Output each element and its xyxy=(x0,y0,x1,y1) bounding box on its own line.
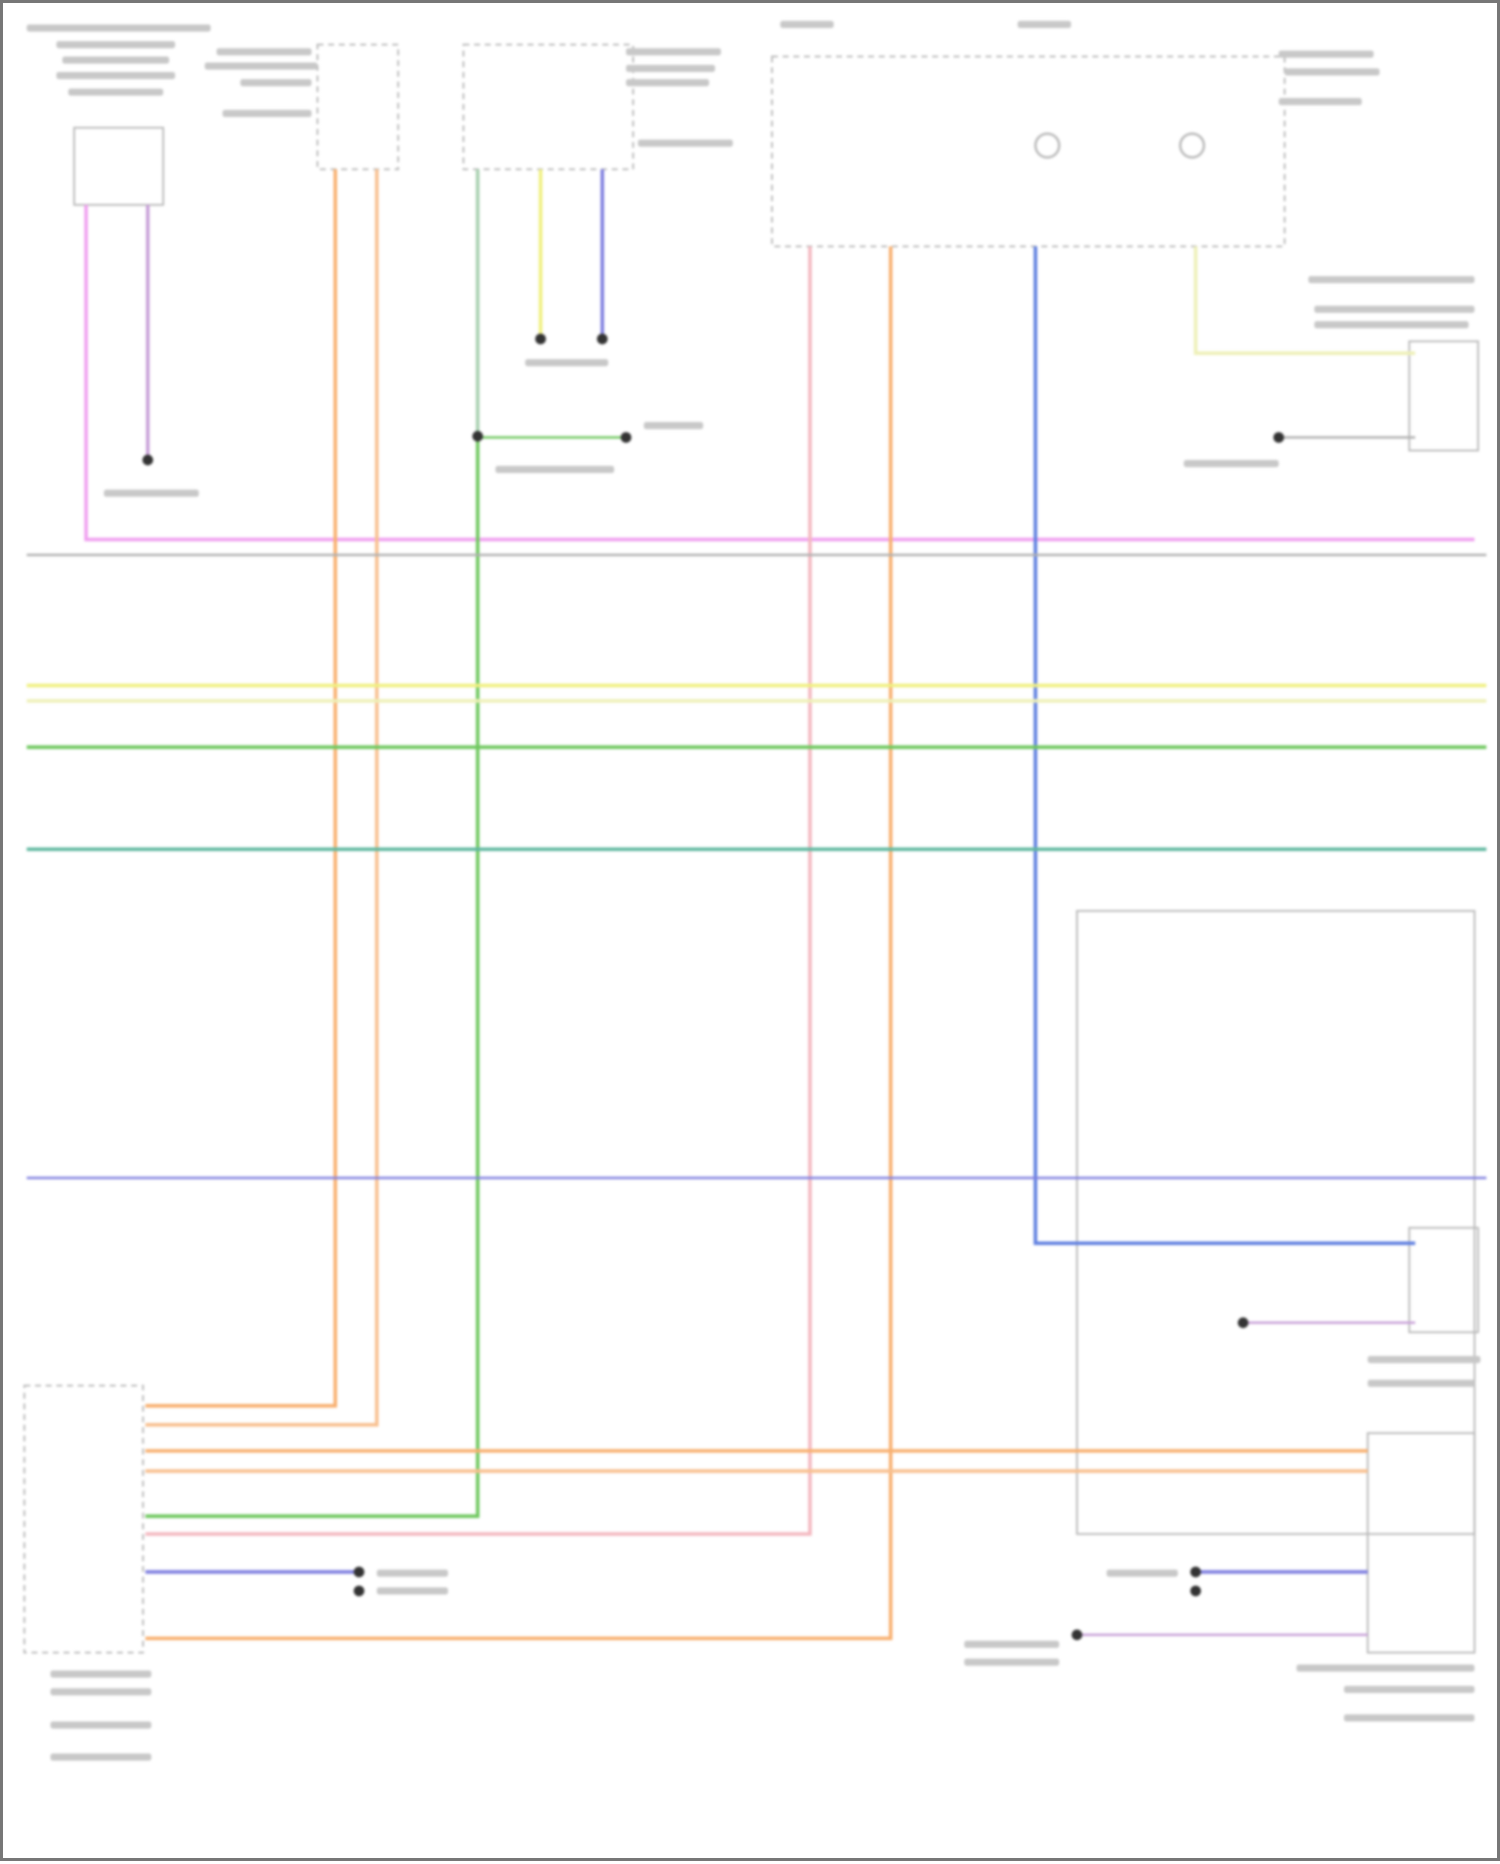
wire-pink-light xyxy=(145,246,812,1536)
illegible-label xyxy=(56,71,176,80)
illegible-label xyxy=(26,24,211,32)
splice-dot xyxy=(353,1566,365,1578)
illegible-label xyxy=(376,1587,449,1595)
illegible-label xyxy=(1017,20,1072,29)
splice-dot xyxy=(1237,1317,1249,1329)
illegible-label xyxy=(1278,50,1374,58)
illegible-label xyxy=(1367,1379,1475,1387)
splice-dot xyxy=(620,432,632,443)
illegible-label xyxy=(1284,68,1380,76)
wire-blue xyxy=(1033,246,1416,1246)
illegible-label xyxy=(50,1753,152,1761)
illegible-label xyxy=(780,20,834,29)
splice-dot xyxy=(353,1585,365,1597)
splice-dot xyxy=(1273,432,1285,443)
connector-box xyxy=(316,43,400,171)
splice-dot xyxy=(1190,1566,1201,1578)
illegible-label xyxy=(1308,276,1475,284)
illegible-label xyxy=(1343,1685,1475,1693)
fuse-icon-2 xyxy=(1179,132,1206,159)
wire-orange-1 xyxy=(145,169,338,1408)
left-module-box xyxy=(23,1384,144,1654)
illegible-label xyxy=(376,1569,449,1577)
illegible-label xyxy=(103,489,199,497)
illegible-label xyxy=(525,359,609,367)
wiring-diagram xyxy=(23,20,1487,1761)
illegible-label xyxy=(204,62,318,70)
illegible-label xyxy=(50,1688,152,1696)
illegible-label xyxy=(1296,1664,1475,1672)
illegible-label xyxy=(50,1670,152,1678)
illegible-label xyxy=(1314,321,1469,329)
illegible-label xyxy=(216,48,312,56)
wire-orange-3 xyxy=(145,246,893,1641)
illegible-label xyxy=(964,1640,1060,1648)
wire-pink xyxy=(84,204,1475,542)
right-module-box xyxy=(1366,1432,1476,1654)
splice-dot xyxy=(596,333,608,345)
illegible-label xyxy=(1314,305,1475,313)
splice-dot xyxy=(535,333,546,345)
splice-dot xyxy=(1071,1629,1083,1641)
wire-yellow-light xyxy=(1193,246,1416,355)
wire-green xyxy=(145,436,480,1518)
junction-box xyxy=(771,55,1286,248)
splice-dot xyxy=(1190,1585,1201,1597)
gray-loop-outline xyxy=(1076,910,1476,1535)
illegible-label xyxy=(1367,1355,1481,1364)
illegible-label xyxy=(240,79,312,87)
module-connector-box xyxy=(462,43,635,171)
illegible-label xyxy=(637,139,733,147)
illegible-label xyxy=(50,1721,152,1729)
illegible-label xyxy=(643,422,704,430)
illegible-label xyxy=(1183,460,1279,468)
illegible-label xyxy=(56,41,176,49)
wire-orange-2 xyxy=(145,169,379,1427)
relay-box-top xyxy=(1408,340,1479,452)
illegible-label xyxy=(626,79,710,87)
illegible-label xyxy=(222,109,312,118)
illegible-label xyxy=(964,1658,1060,1666)
illegible-label xyxy=(1278,98,1362,106)
splice-dot xyxy=(472,430,484,442)
illegible-label xyxy=(1343,1714,1475,1722)
relay-box-mid xyxy=(1408,1226,1479,1334)
illegible-label xyxy=(626,64,716,72)
illegible-label xyxy=(62,56,170,64)
illegible-label xyxy=(626,48,721,56)
switch-component-box xyxy=(73,126,165,206)
illegible-label xyxy=(1106,1569,1178,1577)
fuse-icon-1 xyxy=(1034,132,1061,159)
illegible-label xyxy=(495,465,615,474)
splice-dot xyxy=(142,454,154,466)
illegible-label xyxy=(68,88,164,96)
